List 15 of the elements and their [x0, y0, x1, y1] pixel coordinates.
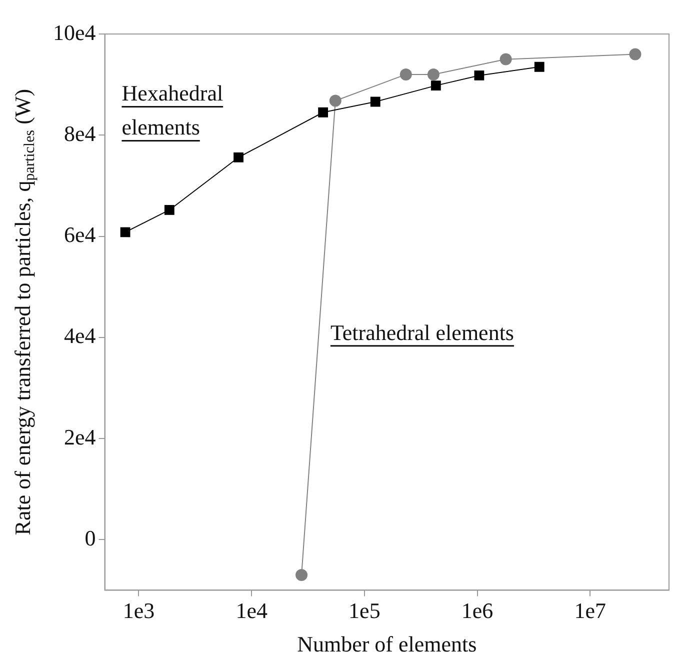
x-tick-label: 1e6 — [461, 598, 494, 624]
y-tick-label: 6e4 — [64, 222, 96, 248]
series-label: Tetrahedral elements — [330, 320, 514, 345]
x-axis-title: Number of elements — [297, 632, 477, 657]
y-tick-label: 10e4 — [53, 20, 96, 45]
y-tick-label: 4e4 — [64, 323, 96, 348]
y-tick-label: 8e4 — [64, 120, 96, 146]
y-axis-title: Rate of energy transferred to particles, qparticles (W) — [10, 88, 38, 536]
x-tick-label: 1e4 — [236, 598, 268, 624]
y-tick-label: 2e4 — [64, 424, 96, 450]
y-tick-label: 0 — [84, 525, 96, 550]
series-label: Hexahedral elements — [122, 80, 224, 140]
x-tick-label: 1e3 — [122, 598, 155, 624]
x-tick-label: 1e5 — [348, 598, 380, 624]
x-tick-label: 1e7 — [574, 598, 606, 624]
